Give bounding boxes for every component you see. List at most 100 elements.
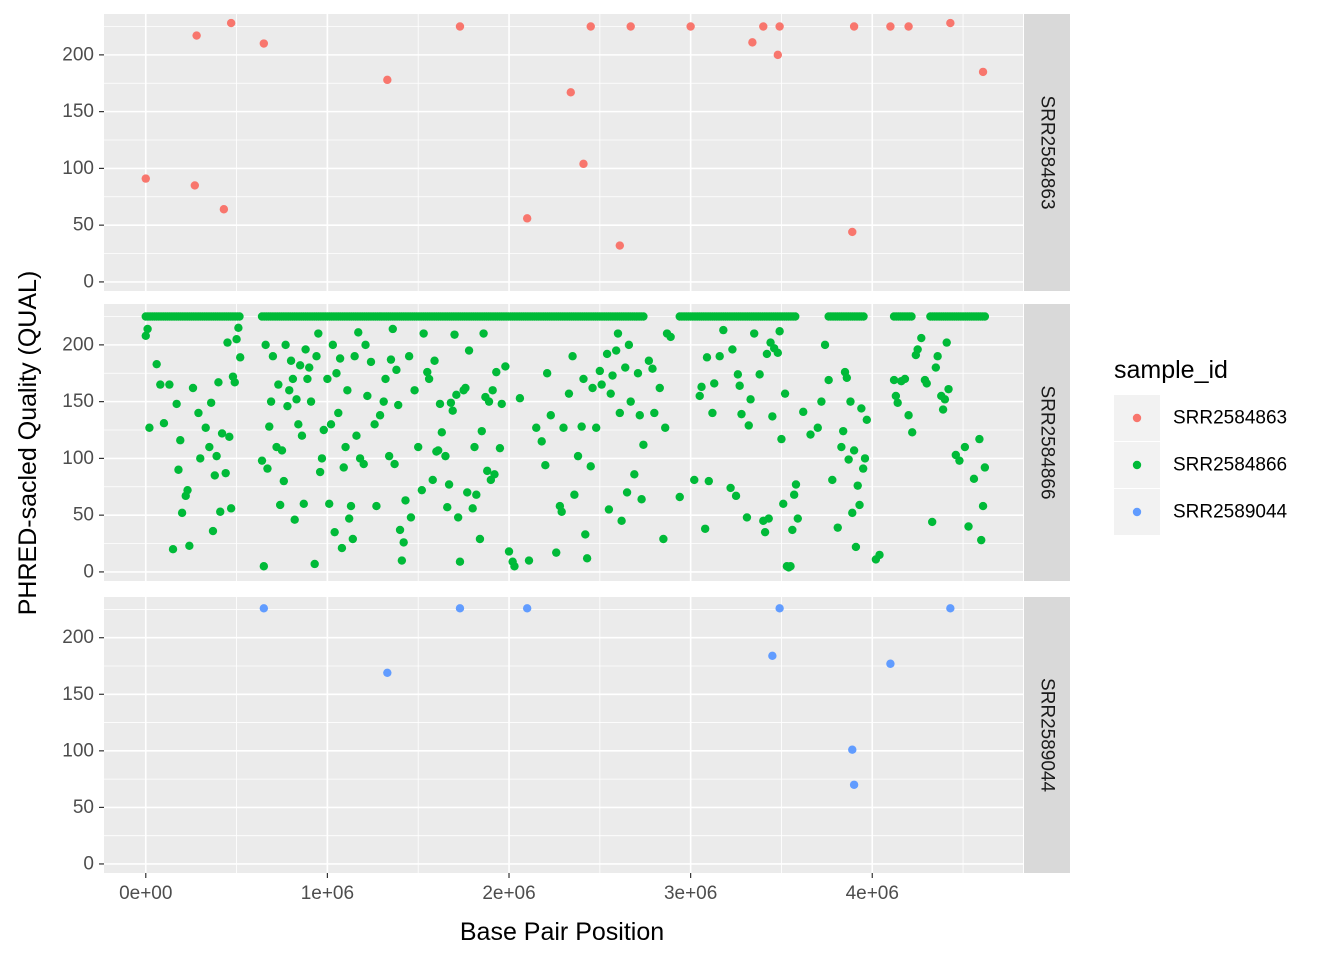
- data-point: [522, 604, 532, 613]
- x-tick-label: 4e+06: [846, 883, 899, 904]
- data-point: [230, 378, 239, 387]
- data-point: [791, 480, 801, 489]
- panel-background: [104, 14, 1023, 291]
- data-point: [710, 379, 719, 388]
- data-point: [332, 369, 341, 378]
- panel-background: [104, 597, 1023, 873]
- y-tick-label: 50: [73, 505, 94, 526]
- data-point: [862, 415, 872, 424]
- data-point: [577, 422, 586, 431]
- data-point: [190, 181, 200, 190]
- data-point: [346, 501, 356, 511]
- data-point: [281, 340, 290, 350]
- data-point: [775, 22, 784, 31]
- data-point: [817, 397, 826, 406]
- data-point: [268, 352, 278, 361]
- data-point: [833, 523, 842, 532]
- data-point: [611, 346, 621, 355]
- data-point: [141, 174, 150, 183]
- data-point: [853, 481, 862, 490]
- data-point: [789, 490, 799, 499]
- x-tick-label: 3e+06: [664, 883, 717, 904]
- data-point: [626, 22, 635, 31]
- data-point: [450, 330, 459, 339]
- data-point: [604, 505, 614, 514]
- data-point: [806, 430, 815, 439]
- data-point: [165, 380, 174, 389]
- data-point: [728, 345, 737, 354]
- data-point: [768, 412, 777, 421]
- data-point: [156, 380, 165, 389]
- data-point: [960, 442, 970, 452]
- facet-strip-label: SRR2584866: [1037, 385, 1058, 499]
- legend-point: [1132, 413, 1142, 423]
- data-point: [328, 340, 338, 350]
- data-point: [305, 363, 314, 372]
- data-point: [145, 423, 154, 432]
- data-point: [731, 491, 741, 501]
- legend-point: [1132, 460, 1142, 470]
- data-point: [788, 525, 797, 535]
- data-point: [183, 485, 192, 495]
- data-point: [639, 440, 648, 449]
- data-point: [381, 374, 390, 384]
- data-point: [279, 476, 289, 486]
- data-point: [221, 468, 230, 478]
- data-point: [702, 353, 712, 362]
- data-point: [394, 400, 403, 410]
- data-point: [978, 501, 988, 511]
- data-point: [361, 340, 370, 350]
- data-point: [226, 504, 236, 513]
- x-axis: 0e+00 1e+06 2e+06 3e+06 4e+06: [119, 873, 899, 904]
- data-point: [395, 525, 405, 535]
- facet-strip: [1024, 597, 1070, 873]
- data-point: [464, 346, 474, 355]
- data-point: [259, 562, 269, 571]
- data-point: [176, 436, 185, 445]
- data-point: [913, 345, 922, 354]
- data-point: [344, 514, 354, 523]
- data-point: [824, 375, 833, 385]
- data-point: [737, 409, 746, 419]
- data-point: [735, 381, 744, 390]
- data-point: [875, 550, 884, 560]
- data-point: [488, 386, 497, 395]
- data-point: [492, 367, 501, 377]
- data-point: [461, 383, 470, 393]
- facet-strip: [1024, 304, 1070, 581]
- data-point: [384, 451, 394, 461]
- data-point: [401, 496, 410, 505]
- data-point: [964, 522, 973, 531]
- data-point: [205, 442, 214, 452]
- data-point: [622, 488, 632, 497]
- data-point: [297, 431, 307, 440]
- data-point: [383, 668, 392, 677]
- data-point: [980, 312, 990, 321]
- x-tick-label: 0e+00: [119, 883, 172, 904]
- y-tick-label: 0: [83, 853, 94, 874]
- x-tick-label: 1e+06: [301, 883, 354, 904]
- data-point: [295, 361, 305, 370]
- data-point: [477, 426, 486, 436]
- data-point: [397, 556, 407, 565]
- data-point: [337, 543, 347, 553]
- data-point: [435, 399, 445, 409]
- y-tick-label: 50: [73, 797, 94, 818]
- data-point: [659, 534, 668, 544]
- data-point: [363, 391, 372, 401]
- y-tick-label: 50: [73, 215, 94, 236]
- data-point: [617, 516, 626, 526]
- data-point: [437, 428, 447, 437]
- data-point: [210, 471, 219, 480]
- data-point: [235, 312, 244, 321]
- data-point: [319, 425, 328, 435]
- data-point: [975, 434, 984, 444]
- data-point: [375, 411, 385, 420]
- data-point: [335, 354, 345, 363]
- data-point: [234, 323, 243, 333]
- data-point: [630, 470, 639, 479]
- data-point: [900, 374, 910, 384]
- data-point: [370, 420, 379, 429]
- data-point: [755, 370, 764, 379]
